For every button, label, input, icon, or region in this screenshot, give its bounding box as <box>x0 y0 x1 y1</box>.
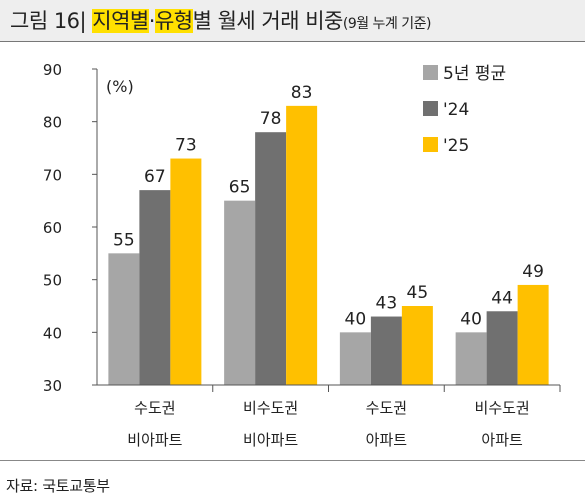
bar <box>139 190 171 385</box>
data-label: 65 <box>229 178 251 198</box>
category-label: 수도권 <box>134 399 175 417</box>
y-tick-label: 70 <box>43 166 62 184</box>
bar <box>401 306 433 385</box>
data-label: 44 <box>491 288 513 308</box>
data-label: 55 <box>113 230 135 250</box>
data-label: 73 <box>175 136 197 156</box>
legend-swatch <box>423 137 438 152</box>
title-highlight-region: 지역별 <box>92 9 149 33</box>
legend-swatch <box>423 101 438 116</box>
legend-label: '24 <box>443 100 469 120</box>
y-tick-label: 60 <box>43 219 62 237</box>
bar <box>255 132 287 385</box>
data-label: 40 <box>345 309 367 329</box>
category-label: 비수도권 <box>475 399 530 417</box>
y-tick-label: 90 <box>43 61 62 79</box>
legend-label: 5년 평균 <box>443 64 506 84</box>
source-note: 자료: 국토교통부 <box>0 460 585 503</box>
y-tick-label: 50 <box>43 272 62 290</box>
unit-label: (%) <box>106 77 134 96</box>
y-tick-label: 30 <box>43 377 62 395</box>
category-label: 수도권 <box>366 399 407 417</box>
bar <box>455 332 487 385</box>
bar <box>224 200 256 385</box>
bar <box>370 316 402 385</box>
title-separator: · <box>148 9 156 33</box>
data-label: 83 <box>291 83 313 103</box>
bar <box>108 253 140 385</box>
category-label: 비수도권 <box>243 399 298 417</box>
legend-label: '25 <box>443 136 469 156</box>
title-suffix: 별 월세 거래 비중 <box>192 9 344 33</box>
chart-title: 그림 16| 지역별·유형별 월세 거래 비중(9월 누계 기준) <box>0 0 585 42</box>
bar <box>170 158 202 385</box>
category-label: 아파트 <box>366 431 408 449</box>
bar <box>486 311 518 385</box>
title-highlight-type: 유형 <box>154 9 193 33</box>
category-label: 아파트 <box>481 431 523 449</box>
y-tick-label: 40 <box>43 324 62 342</box>
bar <box>517 284 549 385</box>
data-label: 49 <box>522 262 544 282</box>
legend-swatch <box>423 65 438 80</box>
data-label: 45 <box>407 283 429 303</box>
data-label: 67 <box>144 167 166 187</box>
category-label: 비아파트 <box>127 431 182 449</box>
data-label: 40 <box>460 309 482 329</box>
bar <box>286 105 318 385</box>
title-subtitle: (9월 누계 기준) <box>342 16 432 32</box>
bar <box>339 332 371 385</box>
category-label: 비아파트 <box>243 431 298 449</box>
y-tick-label: 80 <box>43 114 62 132</box>
title-prefix: 그림 16| <box>10 9 93 33</box>
data-label: 78 <box>260 109 282 129</box>
data-label: 43 <box>376 294 398 314</box>
